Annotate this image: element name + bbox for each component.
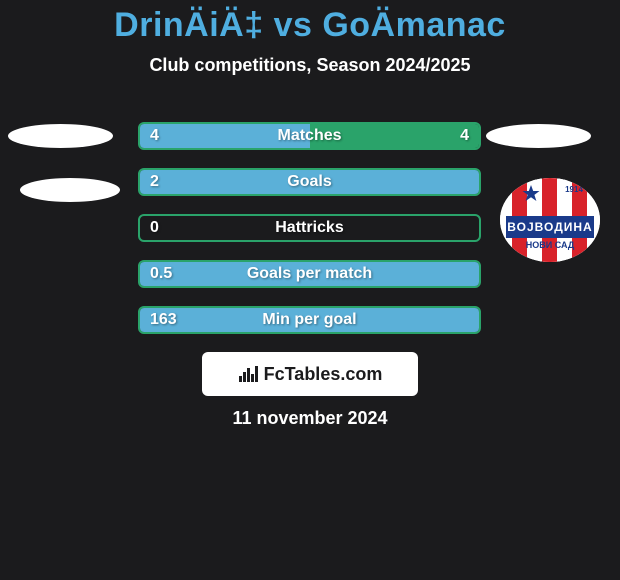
stat-label: Matches xyxy=(140,124,479,148)
chart-bars-icon xyxy=(238,364,258,384)
stat-value-right: 4 xyxy=(460,124,469,148)
crest-subtext: НОВИ САД xyxy=(526,240,575,250)
stat-value-left: 4 xyxy=(150,124,159,148)
stat-row: Min per goal163 xyxy=(138,306,481,334)
stat-row: Goals per match0.5 xyxy=(138,260,481,288)
left-club-logo-2 xyxy=(20,178,120,202)
date-label: 11 november 2024 xyxy=(0,408,620,429)
stat-row: Matches4 4 xyxy=(138,122,481,150)
page-title: DrinÄiÄ‡ vs GoÄmanac xyxy=(0,0,620,45)
right-club-logo-1 xyxy=(486,124,591,148)
stat-value-left: 2 xyxy=(150,170,159,194)
right-club-crest: 1914 ВОЈВОДИНА НОВИ САД xyxy=(500,178,600,262)
stat-row: Hattricks0 xyxy=(138,214,481,242)
stat-value-left: 0 xyxy=(150,216,159,240)
crest-icon: 1914 ВОЈВОДИНА НОВИ САД xyxy=(500,178,600,262)
crest-year: 1914 xyxy=(565,185,583,194)
stat-value-left: 163 xyxy=(150,308,177,332)
crest-text: ВОЈВОДИНА xyxy=(507,220,592,234)
stat-label: Goals per match xyxy=(140,262,479,286)
attribution-badge[interactable]: FcTables.com xyxy=(202,352,418,396)
stat-label: Min per goal xyxy=(140,308,479,332)
stats-region: Matches4 4 Goals2 Hattricks0 Goals per match… xyxy=(138,122,481,352)
stat-value-left: 0.5 xyxy=(150,262,172,286)
stat-label: Goals xyxy=(140,170,479,194)
stat-row: Goals2 xyxy=(138,168,481,196)
left-club-logo-1 xyxy=(8,124,113,148)
comparison-card: DrinÄiÄ‡ vs GoÄmanac Club competitions, … xyxy=(0,0,620,580)
page-subtitle: Club competitions, Season 2024/2025 xyxy=(0,55,620,76)
stat-label: Hattricks xyxy=(140,216,479,240)
attribution-text: FcTables.com xyxy=(264,364,383,385)
